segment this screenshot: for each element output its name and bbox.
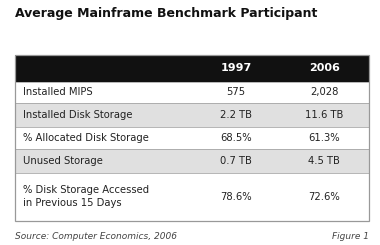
Text: Unused Storage: Unused Storage [23,156,103,166]
Text: % Disk Storage Accessed
in Previous 15 Days: % Disk Storage Accessed in Previous 15 D… [23,185,149,208]
Text: 61.3%: 61.3% [309,133,340,143]
Text: Installed MIPS: Installed MIPS [23,87,92,97]
Text: Source: Computer Economics, 2006: Source: Computer Economics, 2006 [15,232,177,241]
Text: Figure 1: Figure 1 [332,232,369,241]
Text: % Allocated Disk Storage: % Allocated Disk Storage [23,133,149,143]
Text: 78.6%: 78.6% [220,192,252,202]
Text: 1997: 1997 [220,63,252,73]
Bar [15,103,369,127]
Text: 4.5 TB: 4.5 TB [309,156,340,166]
Text: 2,028: 2,028 [310,87,339,97]
Bar [15,148,369,172]
Text: 68.5%: 68.5% [220,133,252,143]
Text: 575: 575 [226,87,245,97]
Text: 2006: 2006 [309,63,340,73]
Text: 0.7 TB: 0.7 TB [220,156,252,166]
Text: 72.6%: 72.6% [309,192,340,202]
Text: Installed Disk Storage: Installed Disk Storage [23,110,132,120]
Text: 11.6 TB: 11.6 TB [305,110,344,120]
Text: 2.2 TB: 2.2 TB [220,110,252,120]
Text: Average Mainframe Benchmark Participant: Average Mainframe Benchmark Participant [15,7,318,20]
